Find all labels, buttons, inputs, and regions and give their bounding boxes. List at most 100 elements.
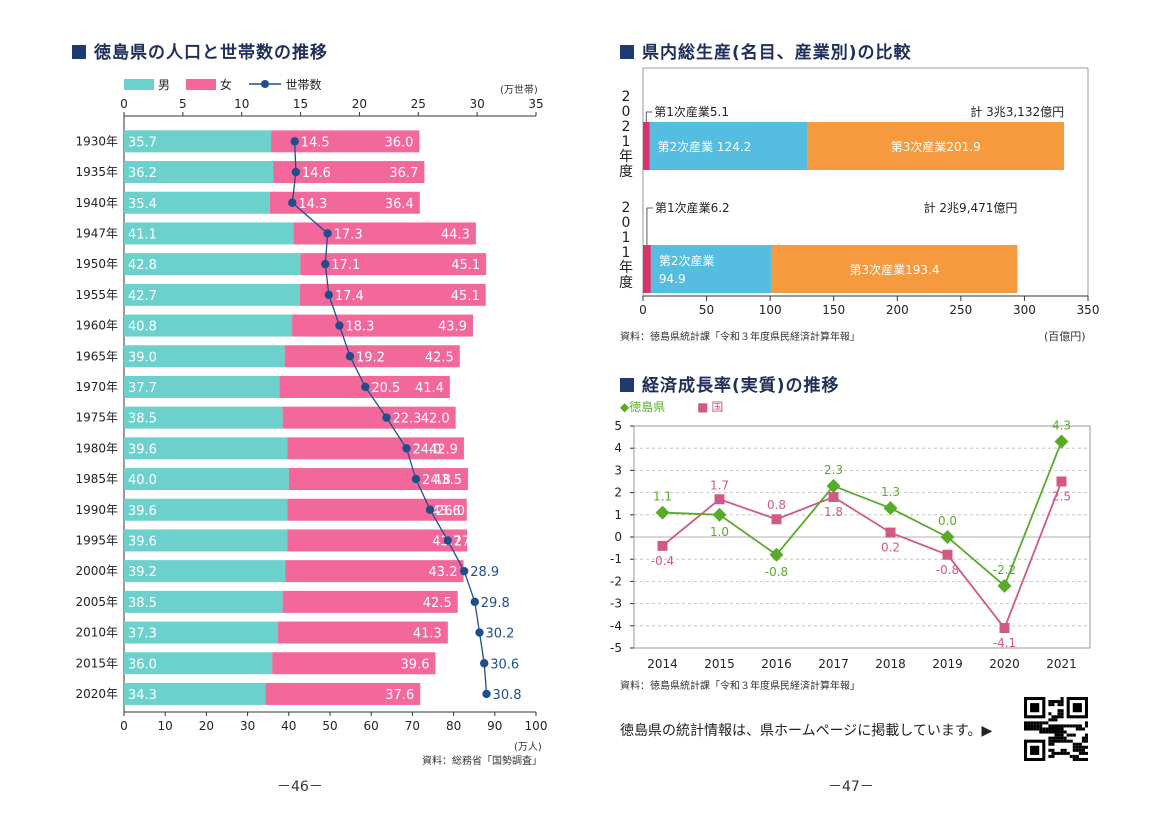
label-male: 37.3 [128,627,157,642]
label-male: 36.0 [128,657,157,672]
prefecture-point [826,478,841,493]
households-point [382,413,391,422]
legend-male-label: 男 [158,78,171,92]
gdp-x-tick-label: 100 [759,303,782,317]
growth-x-tick-label: 2019 [932,657,963,671]
gdp-bar-secondary [649,122,808,170]
households-point [475,628,484,637]
households-point [323,229,332,238]
growth-y-tick-label: -3 [610,597,622,611]
growth-x-tick-label: 2021 [1046,657,1077,671]
bar-female [299,283,486,306]
label-female: 45.1 [451,289,480,304]
households-point [321,259,330,269]
households-label: 30.6 [490,657,519,672]
bar-male [124,161,274,184]
category-label: 1950年 [75,257,118,271]
growth-x-tick-label: 2015 [704,657,735,671]
gdp-x-tick-label: 0 [639,303,647,317]
bar-male [124,621,278,644]
bar-female [265,682,421,705]
gdp-chart: 0 50 100 150 200 250 300 3502021年度第1次産業5.1第2次産業… [619,67,1099,317]
bar-female [287,529,468,552]
bar-male [124,345,285,368]
bar-male [124,222,294,245]
legend-female-label: 女 [219,78,232,92]
bar-male [124,253,301,276]
bottom-axis-tick-label: 80 [446,719,461,733]
gdp-category-char: 2 [622,89,631,105]
nation-point [828,492,839,503]
prefecture-label: 2.3 [824,463,843,477]
label-female: 36.4 [385,197,414,212]
top-axis-tick-label: 10 [234,97,249,111]
title-square-icon [72,45,86,59]
top-axis-unit: (万世帯) [500,85,538,96]
gdp-bar-secondary [650,245,772,293]
growth-y-tick-label: -5 [610,641,622,655]
top-axis-tick-label: 0 [120,97,128,111]
gdp-primary-label: 第1次産業5.1 [654,104,729,119]
bar-female [273,161,425,184]
prefecture-point [769,547,784,562]
top-axis-tick-label: 30 [470,97,485,111]
label-female: 42.9 [429,442,458,457]
gdp-x-tick-label: 150 [822,303,845,317]
households-point [324,290,334,300]
bar-female [284,345,460,368]
nation-point [942,549,953,560]
gdp-tertiary-label: 第3次産業193.4 [849,262,939,277]
bar-female [282,406,456,429]
households-point [345,352,355,361]
page-number-right: －47－ [828,779,874,795]
bottom-axis-tick-label: 30 [240,719,255,733]
label-male: 37.7 [128,381,157,396]
bottom-axis-tick-label: 50 [322,719,337,733]
gdp-category-char: 0 [622,104,631,120]
households-point [443,536,452,545]
category-label: 1935年 [75,165,118,179]
prefecture-label: 1.3 [881,485,900,499]
label-male: 38.5 [128,596,157,611]
gdp-primary-label: 第1次産業6.2 [655,200,730,215]
prefecture-label: 1.1 [653,490,672,504]
category-label: 1980年 [75,441,118,455]
households-point [291,167,301,177]
category-label: 2000年 [75,564,118,578]
legend-households-label: 世帯数 [285,78,322,92]
prefecture-point [1054,434,1069,449]
gdp-x-tick-label: 200 [886,303,909,317]
households-label: 20.5 [371,381,400,396]
label-male: 40.8 [128,320,157,335]
prefecture-label: -0.8 [765,565,788,579]
nation-point [885,527,896,538]
prefecture-line [662,441,1063,588]
gdp-primary-leader [645,111,653,122]
qr-code-icon[interactable] [1024,697,1088,761]
label-male: 39.0 [128,350,157,365]
bar-male [124,590,283,613]
prefecture-label: 4.3 [1052,419,1071,433]
households-label: 24.0 [413,442,442,457]
bar-male [124,529,288,552]
bar-female [271,130,420,153]
households-point [411,474,421,484]
legend-households-line-icon [248,80,281,88]
top-axis-tick-label: 25 [411,97,426,111]
gdp-secondary-label: 第2次産業 124.2 [657,139,751,154]
bar-female [288,468,469,491]
category-label: 1965年 [75,349,118,363]
gdp-secondary-value: 94.9 [659,272,686,286]
gdp-category-char: 年 [619,149,633,165]
label-female: 42.0 [421,412,450,427]
prefecture-point [940,530,955,544]
growth-title-text: 経済成長率(実質)の推移 [642,376,840,396]
gdp-category-char: 1 [622,230,631,246]
growth-y-tick-label: -1 [610,552,622,566]
prefecture-point [712,507,727,522]
nation-point [657,540,668,551]
gdp-category-char: 1 [622,134,631,150]
label-male: 36.2 [128,166,157,181]
category-label: 1995年 [75,533,118,547]
label-male: 39.6 [128,534,157,549]
